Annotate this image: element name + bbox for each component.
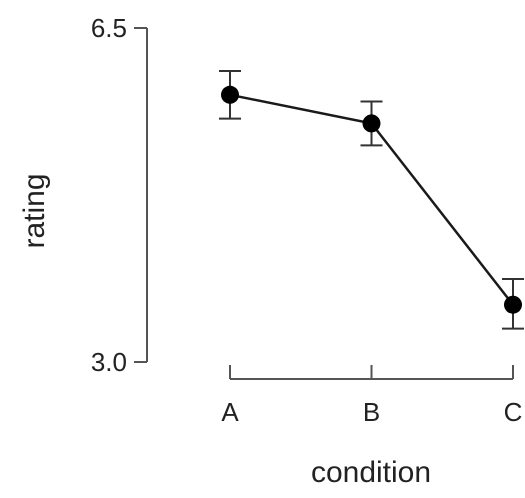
x-tick-label: C [504, 397, 523, 427]
y-tick-label: 3.0 [91, 347, 127, 377]
x-axis: A B C [221, 365, 522, 427]
x-tick-label: A [221, 397, 239, 427]
x-axis-title: condition [311, 456, 431, 489]
y-axis-title: rating [18, 173, 51, 248]
y-tick-label: 6.5 [91, 13, 127, 43]
data-point [504, 295, 522, 314]
x-tick-label: B [363, 397, 380, 427]
data-point [362, 114, 381, 133]
y-axis: 3.0 6.5 [91, 13, 148, 377]
data-point [221, 85, 239, 104]
series-group [219, 69, 524, 330]
